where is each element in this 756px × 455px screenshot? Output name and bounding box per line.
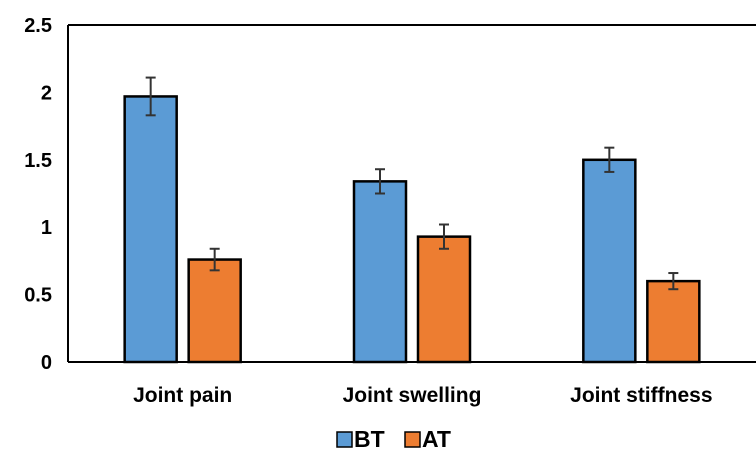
legend-label-at: AT <box>422 426 451 452</box>
y-tick-label: 0 <box>41 352 52 374</box>
bar-bt-0 <box>123 95 178 364</box>
error-bar-at-2 <box>668 272 679 291</box>
bar-bt-2 <box>582 158 637 364</box>
y-tick-label: 1.5 <box>24 150 52 172</box>
y-tick-label: 2 <box>41 82 52 104</box>
bars <box>123 95 701 364</box>
y-axis-ticks: 0 0.5 1 1.5 2 2.5 <box>24 15 52 374</box>
y-tick-label: 1 <box>41 217 52 239</box>
x-category-label: Joint stiffness <box>570 384 712 407</box>
x-axis-categories: Joint pain Joint swelling Joint stiffness <box>133 384 712 407</box>
legend-swatch-at <box>404 431 421 448</box>
legend-swatch-bt <box>336 431 353 448</box>
bar-at-2 <box>646 279 701 364</box>
legend-label-bt: BT <box>354 426 385 452</box>
error-bar-bt-1 <box>375 168 385 195</box>
error-bar-bt-0 <box>145 76 156 117</box>
error-bar-at-1 <box>439 223 449 250</box>
x-category-label: Joint swelling <box>343 384 482 407</box>
error-bar-at-0 <box>209 247 220 272</box>
y-tick-label: 2.5 <box>24 15 52 37</box>
error-bars <box>145 76 679 291</box>
y-tick-label: 0.5 <box>24 285 52 307</box>
axes <box>67 24 756 363</box>
error-bar-bt-2 <box>604 146 615 173</box>
bar-at-0 <box>187 258 242 364</box>
bar-bt-1 <box>352 180 408 364</box>
legend: BT AT <box>336 426 451 452</box>
bar-at-1 <box>416 235 472 364</box>
x-category-label: Joint pain <box>133 384 232 407</box>
